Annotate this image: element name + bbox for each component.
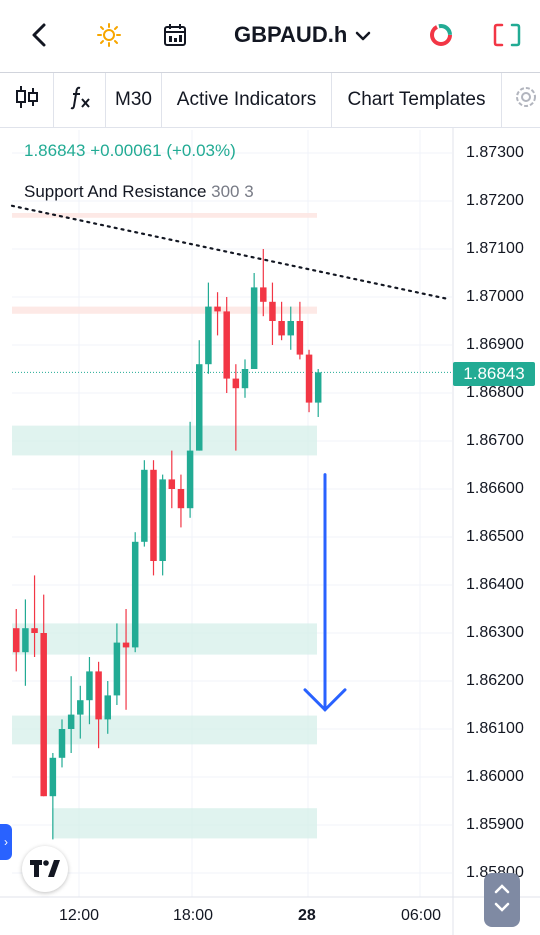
zone-support (12, 425, 317, 456)
trading-ring-icon[interactable] (426, 18, 456, 52)
time-tick-label: 18:00 (173, 907, 214, 924)
back-arrow-icon[interactable] (24, 18, 54, 52)
candle-body (287, 321, 294, 336)
candle-body (296, 321, 304, 355)
candle-body (113, 642, 121, 696)
candle-body (13, 628, 20, 653)
candle-body (95, 671, 102, 720)
candlestick-icon (15, 84, 39, 116)
zone-resistance (12, 306, 317, 314)
price-tick-label: 1.87100 (466, 240, 524, 257)
candle-body (250, 287, 258, 369)
zone-support (52, 808, 317, 839)
settings-button[interactable] (502, 73, 540, 127)
indicator-name: Support And Resistance (24, 182, 207, 201)
candle-body (269, 301, 276, 321)
candle-body (58, 729, 66, 758)
candle-body (49, 757, 57, 797)
candle-body (141, 469, 148, 542)
last-price-badge: 1.86843 (453, 362, 535, 386)
timeframe-button[interactable]: M30 (106, 73, 162, 127)
legend-price: 1.86843 (24, 141, 86, 160)
chevron-right-icon: › (4, 835, 8, 849)
candle-body (223, 311, 230, 379)
legend-change: +0.00061 (90, 141, 162, 160)
candle-body (40, 633, 47, 797)
candle-body (104, 695, 111, 720)
price-tick-label: 1.86000 (466, 768, 524, 785)
candle-body (31, 628, 38, 633)
price-tick-label: 1.86300 (466, 624, 524, 641)
candle-body (278, 321, 285, 336)
chevron-down-small-icon (494, 900, 510, 918)
chevron-up-icon (494, 882, 510, 900)
zone-support (12, 623, 317, 655)
candle-body (241, 369, 249, 389)
scroll-to-realtime-button[interactable] (484, 873, 520, 927)
price-tick-label: 1.86600 (466, 480, 524, 497)
time-tick-label: 28 (298, 907, 316, 924)
indicator-params: 300 3 (211, 182, 254, 201)
symbol-selector[interactable]: GBPAUD.h (234, 20, 371, 50)
price-tick-label: 1.86100 (466, 720, 524, 737)
zone-support (12, 715, 317, 745)
indicator-legend[interactable]: Support And Resistance 300 3 (24, 182, 254, 202)
candle-body (67, 714, 75, 729)
candle-body (131, 541, 139, 648)
candle-body (214, 306, 221, 312)
legend-change-pct: (+0.03%) (166, 141, 236, 160)
down-arrow-head (303, 688, 347, 712)
candle-body (196, 364, 203, 451)
app-header: GBPAUD.h (0, 0, 540, 73)
candle-body (86, 671, 93, 701)
tradingview-logo[interactable] (22, 846, 68, 892)
fullscreen-icon[interactable] (490, 18, 524, 52)
candle-body (77, 700, 84, 715)
candle-body (159, 479, 166, 561)
chart-templates-button[interactable]: Chart Templates (332, 73, 502, 127)
sun-icon[interactable] (94, 18, 124, 52)
candle-body (177, 489, 185, 509)
candle-body (150, 469, 157, 561)
zone-resistance (12, 213, 317, 218)
candle-body (260, 287, 267, 302)
candle-body (168, 479, 176, 489)
price-tick-label: 1.86200 (466, 672, 524, 689)
price-tick-label: 1.86400 (466, 576, 524, 593)
candle-body (305, 354, 313, 403)
price-tick-label: 1.87000 (466, 288, 524, 305)
fx-icon (68, 84, 92, 116)
candle-body (232, 378, 240, 389)
active-indicators-button[interactable]: Active Indicators (162, 73, 332, 127)
price-tick-label: 1.86500 (466, 528, 524, 545)
indicators-fx-button[interactable] (54, 73, 106, 127)
candle-body (22, 628, 29, 653)
chevron-down-icon (355, 22, 371, 48)
trend-line (10, 204, 452, 301)
chart-toolbar: M30 Active Indicators Chart Templates (0, 73, 540, 128)
drawing-tools-tab[interactable]: › (0, 824, 12, 860)
price-tick-label: 1.86700 (466, 432, 524, 449)
symbol-label: GBPAUD.h (234, 22, 348, 47)
price-tick-label: 1.86900 (466, 336, 524, 353)
price-tick-label: 1.87200 (466, 192, 524, 209)
chart-type-button[interactable] (0, 73, 54, 127)
price-tick-label: 1.86800 (466, 384, 524, 401)
price-chart[interactable] (0, 128, 540, 935)
time-tick-label: 06:00 (401, 907, 442, 924)
candle-body (314, 372, 322, 403)
price-legend: 1.86843 +0.00061 (+0.03%) (24, 141, 236, 161)
candle-body (205, 306, 212, 365)
price-tick-label: 1.87300 (466, 144, 524, 161)
gear-icon (512, 83, 540, 117)
price-tick-label: 1.85900 (466, 816, 524, 833)
calendar-icon[interactable] (160, 18, 190, 52)
candle-body (186, 450, 194, 509)
time-tick-label: 12:00 (59, 907, 100, 924)
candle-body (122, 642, 130, 648)
